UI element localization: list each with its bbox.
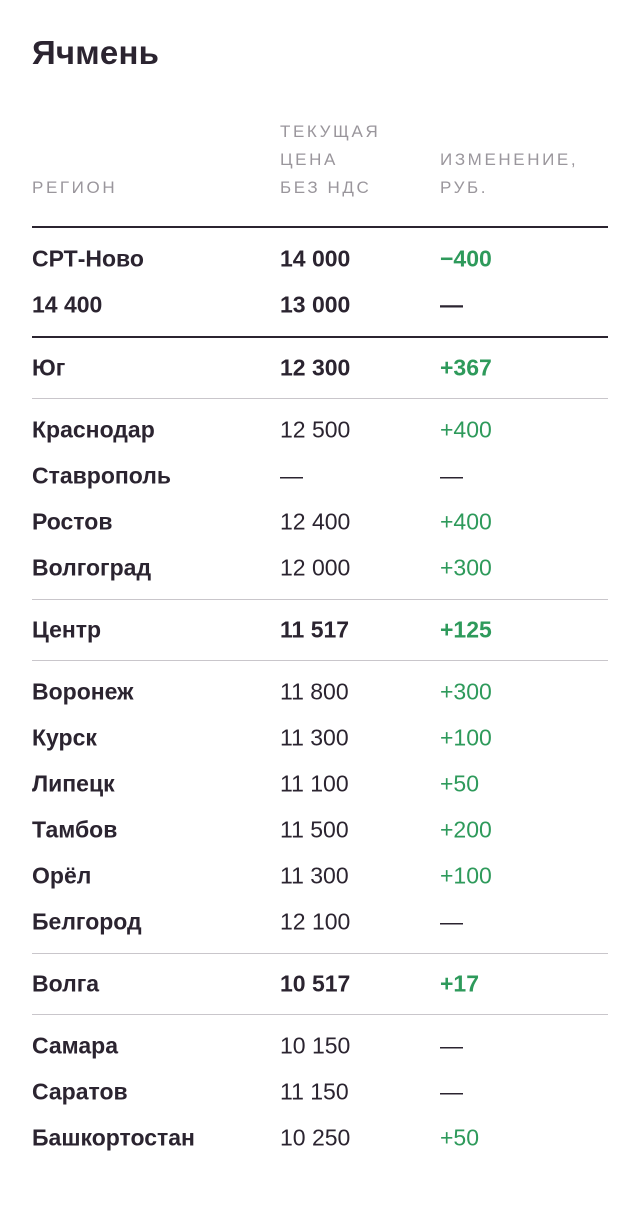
region-name: Курск (32, 724, 97, 751)
change-value: +200 (440, 816, 492, 843)
table-row: Ростов 12 400 +400 (32, 499, 608, 545)
price-value: 13 000 (280, 291, 351, 318)
change-value: +50 (440, 770, 480, 797)
change-value: +300 (440, 554, 492, 581)
region-name: Саратов (32, 1078, 128, 1105)
price-value: — (280, 462, 303, 489)
table-row: Самара 10 150 — (32, 1023, 608, 1069)
price-value: 12 100 (280, 908, 351, 935)
region-name: Ставрополь (32, 462, 172, 489)
table-row: Волга 10 517 +17 (32, 954, 608, 1014)
column-header-change: ИЗМЕНЕНИЕ, РУБ. (440, 150, 579, 197)
table-row: Курск 11 300 +100 (32, 715, 608, 761)
region-name: Белгород (32, 908, 142, 935)
region-name: Центр (32, 616, 102, 643)
region-name: Волгоград (32, 554, 152, 581)
region-name: Воронеж (32, 678, 134, 705)
region-name: СРТ-Ново (32, 245, 144, 272)
volga-rows: Самара 10 150 — Саратов 11 150 — Башкорт… (32, 1014, 608, 1169)
region-name: Тамбов (32, 816, 118, 843)
change-value: — (440, 1078, 463, 1105)
price-table: РЕГИОН ТЕКУЩАЯ ЦЕНА БЕЗ НДС ИЗМЕНЕНИЕ, Р… (32, 122, 608, 1169)
price-value: 12 300 (280, 354, 351, 381)
change-value: — (440, 908, 463, 935)
region-name: Липецк (32, 770, 115, 797)
table-row: Тамбов 11 500 +200 (32, 807, 608, 853)
change-value: +300 (440, 678, 492, 705)
table-row: Ставрополь — — (32, 453, 608, 499)
change-value: +125 (440, 616, 492, 643)
south-rows: Краснодар 12 500 +400 Ставрополь — — Рос… (32, 398, 608, 599)
table-header: РЕГИОН ТЕКУЩАЯ ЦЕНА БЕЗ НДС ИЗМЕНЕНИЕ, Р… (32, 122, 608, 228)
table-row: Воронеж 11 800 +300 (32, 669, 608, 715)
change-value: — (440, 1032, 463, 1059)
table-row: Липецк 11 100 +50 (32, 761, 608, 807)
center-summary: Центр 11 517 +125 (32, 599, 608, 660)
price-value: 10 150 (280, 1032, 351, 1059)
price-value: 11 800 (280, 678, 349, 705)
price-value: 14 000 (280, 245, 351, 272)
price-value: 11 150 (280, 1078, 349, 1105)
price-value: 11 300 (280, 862, 349, 889)
price-value: 11 517 (280, 616, 350, 643)
column-header-region: РЕГИОН (32, 178, 118, 197)
table-row: Волгоград 12 000 +300 (32, 545, 608, 591)
region-name: Самара (32, 1032, 119, 1059)
price-value: 10 517 (280, 970, 351, 997)
table-row: 14 400 13 000 — (32, 282, 608, 328)
region-name: Орёл (32, 862, 92, 889)
volga-summary: Волга 10 517 +17 (32, 953, 608, 1014)
top-group: СРТ-Ново 14 000 −400 14 400 13 000 — (32, 228, 608, 338)
price-value: 12 400 (280, 508, 351, 535)
region-name: Юг (32, 354, 66, 381)
south-summary: Юг 12 300 +367 (32, 338, 608, 398)
change-value: +400 (440, 508, 492, 535)
change-value: +400 (440, 416, 492, 443)
change-value: +17 (440, 970, 480, 997)
table-row: Центр 11 517 +125 (32, 600, 608, 660)
region-name: Волга (32, 970, 100, 997)
center-rows: Воронеж 11 800 +300 Курск 11 300 +100 Ли… (32, 660, 608, 953)
price-value: 12 500 (280, 416, 351, 443)
change-value: +100 (440, 724, 492, 751)
price-value: 11 100 (280, 770, 349, 797)
change-value: +50 (440, 1124, 480, 1151)
page-title: Ячмень (32, 34, 160, 71)
change-value: — (440, 462, 463, 489)
price-value: 11 300 (280, 724, 349, 751)
price-value: 10 250 (280, 1124, 351, 1151)
table-row: Саратов 11 150 — (32, 1069, 608, 1115)
table-row: Юг 12 300 +367 (32, 338, 608, 398)
table-row: Краснодар 12 500 +400 (32, 407, 608, 453)
region-name: Краснодар (32, 416, 155, 443)
region-name: 14 400 (32, 291, 103, 318)
column-header-price: ТЕКУЩАЯ ЦЕНА БЕЗ НДС (280, 122, 381, 197)
table-row: СРТ-Ново 14 000 −400 (32, 236, 608, 282)
change-value: — (440, 291, 463, 318)
change-value: −400 (440, 245, 492, 272)
table-row: Белгород 12 100 — (32, 899, 608, 945)
region-name: Башкортостан (32, 1124, 195, 1151)
change-value: +367 (440, 354, 492, 381)
price-value: 12 000 (280, 554, 351, 581)
region-name: Ростов (32, 508, 113, 535)
table-row: Орёл 11 300 +100 (32, 853, 608, 899)
change-value: +100 (440, 862, 492, 889)
table-row: Башкортостан 10 250 +50 (32, 1115, 608, 1161)
price-value: 11 500 (280, 816, 349, 843)
